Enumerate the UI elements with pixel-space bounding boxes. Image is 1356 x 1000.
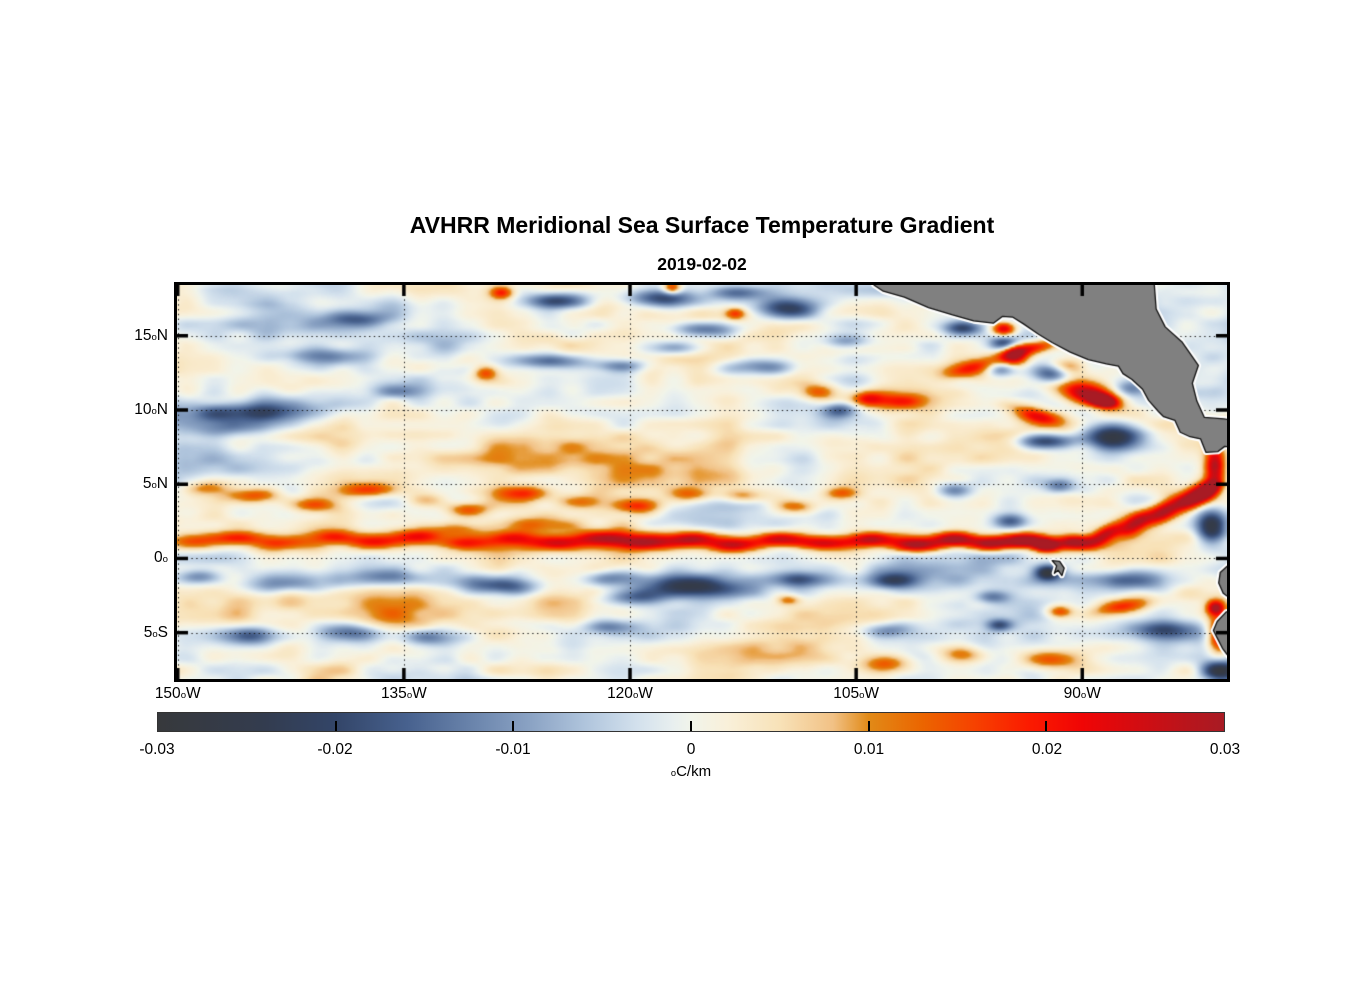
colorbar-tick-label-0: 0 <box>686 741 696 758</box>
lon-tick-label-105W: 105oW <box>833 685 880 702</box>
map-plot <box>174 282 1230 682</box>
colorbar-tick-label-0.01: 0.01 <box>853 741 885 758</box>
figure-date: 2019-02-02 <box>657 254 747 274</box>
colorbar-tick-label--0.03: -0.03 <box>139 741 175 758</box>
lon-tick-label-150W: 150oW <box>154 685 201 702</box>
colorbar <box>157 712 1225 732</box>
colorbar-tick <box>334 721 337 731</box>
degree-sup: o <box>670 768 677 778</box>
lat-tick-label-15N: 15oN <box>134 326 168 344</box>
colorbar-tick-label--0.02: -0.02 <box>317 741 353 758</box>
lon-tick-label-135W: 135oW <box>380 685 427 702</box>
lat-tick-label-5S: 5oS <box>143 623 168 641</box>
colorbar-tick-label--0.01: -0.01 <box>495 741 531 758</box>
lat-tick-label-10N: 10oN <box>134 400 168 418</box>
lat-tick-label-0: 0o <box>154 549 168 567</box>
lat-tick-label-5N: 5oN <box>142 475 168 493</box>
figure-title: AVHRR Meridional Sea Surface Temperature… <box>409 212 995 238</box>
colorbar-tick-label-0.03: 0.03 <box>1209 741 1241 758</box>
colorbar-unit: oC/km <box>616 762 766 782</box>
colorbar-tick <box>867 721 870 731</box>
colorbar-tick <box>512 721 515 731</box>
lon-tick-label-120W: 120oW <box>607 685 653 702</box>
sst-gradient-heatmap <box>177 285 1227 679</box>
colorbar-tick <box>1045 721 1048 731</box>
colorbar-tick <box>690 721 692 731</box>
lon-tick-label-90W: 90oW <box>1063 685 1101 702</box>
colorbar-tick-label-0.02: 0.02 <box>1031 741 1063 758</box>
colorbar-unit-text: C/km <box>676 763 712 780</box>
